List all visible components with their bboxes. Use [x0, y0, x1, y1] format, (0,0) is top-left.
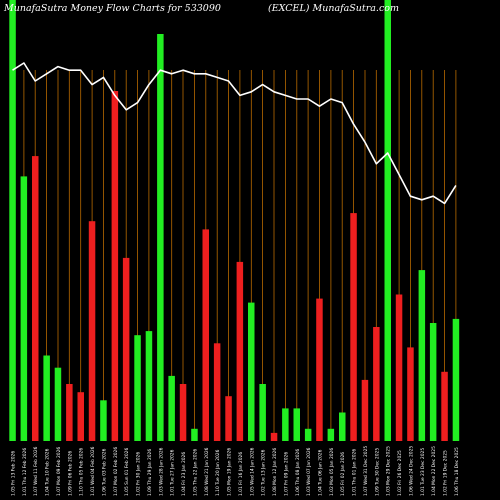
bar-up [20, 176, 28, 441]
bar-up [134, 335, 141, 441]
x-tick-label: 1.01 Wed 04 Feb 2026 [90, 446, 96, 496]
bar-up [168, 375, 175, 441]
x-tick-label: 1.01 Thu 01 Jan 2026 [352, 449, 358, 496]
x-tick-label: 1.05 Mon 19 Jan 2026 [227, 448, 233, 496]
bar-up [43, 355, 50, 441]
x-tick-label: 1.05 Sun 01 Feb 2026 [124, 448, 130, 496]
bar-down [270, 432, 278, 441]
x-tick-label: 1.07 Wed 31 Dec 2025 [363, 446, 369, 496]
bar-up [191, 428, 198, 441]
money-flow-line [12, 62, 457, 205]
x-tick-label: 1.02 Mon 05 Jan 2026 [329, 448, 335, 496]
x-tick-label: 1.04 Mon 22 Dec 2025 [431, 446, 437, 496]
bar-down [350, 213, 357, 441]
bar-up [145, 331, 153, 441]
bar-up [418, 270, 426, 441]
bar-up [100, 400, 107, 441]
bar-down [202, 229, 209, 441]
x-tick-label: 1.09 Tue 30 Dec 2025 [374, 448, 380, 496]
bar-up [248, 302, 255, 441]
x-axis-labels: 1.05 Fri 13 Feb 2026 1.01 Thu 12 Feb 2026… [11, 446, 460, 496]
bar-up [54, 367, 62, 441]
x-tick-label: 1.03 Mon 29 Dec 2025 [386, 446, 392, 496]
x-tick-label: 1.01 Thu 12 Feb 2026 [22, 448, 28, 496]
bar-series [9, 0, 460, 441]
bar-up [384, 0, 391, 441]
x-tick-label: 1.05 Wed 14 Jan 2026 [249, 447, 255, 496]
x-tick-label: 1.09 Thu 29 Jan 2026 [147, 449, 153, 496]
bar-down [407, 347, 414, 441]
x-tick-label: 1.05 Fri 02 Jan 2026 [340, 452, 346, 496]
x-tick-label: 1.08 Mon 12 Jan 2026 [272, 448, 278, 496]
x-tick-label: 1.02 Fri 30 Jan 2026 [136, 452, 142, 496]
x-tick-label: 1.03 Wed 28 Jan 2026 [158, 447, 164, 496]
x-tick-label: 1.07 Fri 09 Jan 2026 [283, 452, 289, 496]
bar-down [213, 343, 221, 441]
x-tick-label: 1.07 Mon 09 Feb 2026 [56, 447, 62, 496]
bar-up [429, 323, 437, 441]
x-tick-label: 1.03 Wed 07 Jan 2026 [306, 447, 312, 496]
x-tick-label: 1.02 Fri 19 Dec 2025 [443, 450, 449, 496]
bar-up [157, 34, 164, 441]
bar-down [236, 261, 244, 441]
x-tick-label: 1.06 Tue 03 Feb 2026 [102, 448, 108, 496]
bar-down [361, 379, 369, 441]
chart-title: MunafaSutra Money Flow Charts for 533090 [4, 3, 221, 14]
bar-down [179, 384, 187, 441]
x-tick-label: 1.06 Thu 08 Jan 2026 [295, 449, 301, 496]
bar-up [452, 318, 460, 441]
bar-up [259, 384, 266, 441]
bar-down [32, 156, 39, 441]
bar-down [395, 294, 403, 441]
money-flow-line-path [12, 62, 457, 205]
bar-up [293, 408, 300, 441]
x-tick-label: 1.01 Tue 23 Dec 2025 [420, 448, 426, 496]
x-tick-label: 1.05 Thu 22 Jan 2026 [192, 449, 198, 496]
bar-down [373, 327, 380, 441]
bar-up [304, 428, 312, 441]
bar-up [339, 412, 346, 441]
bar-down [122, 257, 130, 441]
x-tick-label: 1.05 Fri 13 Feb 2026 [11, 451, 17, 496]
x-tick-label: 1.02 Tue 13 Jan 2026 [261, 449, 267, 496]
x-tick-label: 1.06 Thu 18 Dec 2025 [454, 447, 460, 496]
bar-up [9, 0, 16, 441]
x-tick-label: 1.10 Thu 05 Feb 2026 [79, 448, 85, 496]
bar-down [225, 396, 232, 441]
bar-down [441, 371, 448, 441]
bar-down [66, 384, 73, 441]
x-tick-label: 1.04 Tue 06 Jan 2026 [318, 449, 324, 496]
x-tick-label: 1.01 Tue 27 Jan 2026 [170, 449, 176, 496]
x-tick-label: 1.09 Fri 06 Feb 2026 [67, 451, 73, 496]
bar-up [282, 408, 289, 441]
x-tick-label: 1.02 Fri 26 Dec 2025 [397, 450, 403, 496]
x-tick-label: 1.04 Fri 23 Jan 2026 [181, 452, 187, 496]
x-tick-label: 1.04 Tue 10 Feb 2026 [45, 448, 51, 496]
bar-down [77, 392, 84, 441]
chart-subtitle: (EXCEL) MunafaSutra.com [268, 3, 400, 14]
bar-down [88, 221, 96, 441]
x-tick-label: 1.07 Wed 11 Feb 2026 [33, 446, 39, 496]
x-tick-label: 1.08 Wed 21 Jan 2026 [204, 447, 210, 496]
bar-up [327, 428, 335, 441]
x-tick-label: 1.06 Wed 24 Dec 2025 [408, 446, 414, 496]
x-tick-label: 1.10 Tue 20 Jan 2026 [215, 449, 221, 496]
bar-down [316, 298, 323, 441]
x-tick-label: 1.07 Mon 02 Feb 2026 [113, 447, 119, 496]
x-tick-label: 1.01 Fri 16 Jan 2026 [238, 452, 244, 496]
bar-down [111, 91, 119, 441]
